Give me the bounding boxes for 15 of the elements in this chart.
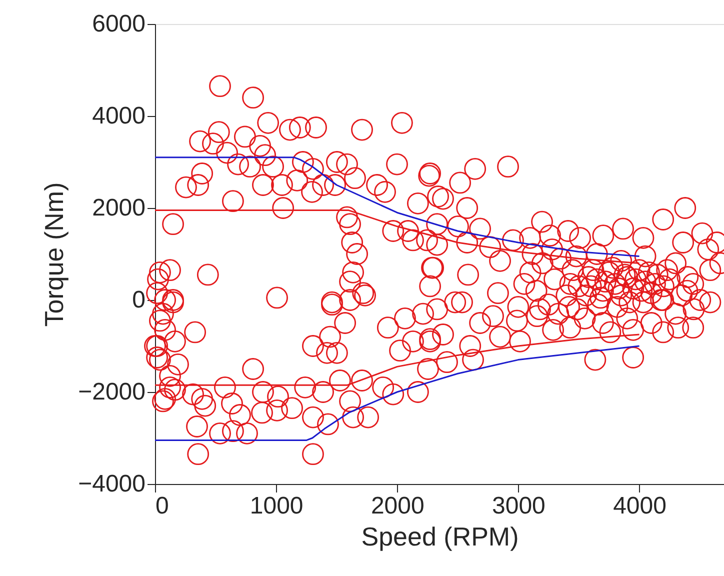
x-tick-label: 2000 bbox=[370, 492, 424, 520]
y-tick-label: 4000 bbox=[92, 102, 146, 130]
x-tick-label: 4000 bbox=[613, 492, 666, 520]
x-tick-label: 1000 bbox=[250, 492, 304, 520]
line-series bbox=[154, 345, 640, 442]
y-tick-label: 0 bbox=[132, 286, 146, 314]
x-axis-title: Speed (RPM) bbox=[361, 522, 519, 552]
y-tick-label: −4000 bbox=[78, 470, 146, 498]
y-tick-label: 2000 bbox=[92, 194, 146, 222]
x-tick-label: 0 bbox=[156, 492, 169, 520]
line-series bbox=[154, 156, 640, 258]
y-tick-label: −2000 bbox=[78, 378, 146, 406]
x-tick-label: 3000 bbox=[492, 492, 546, 520]
y-axis-title: Torque (Nm) bbox=[39, 182, 70, 327]
y-tick-label: 6000 bbox=[92, 10, 146, 38]
